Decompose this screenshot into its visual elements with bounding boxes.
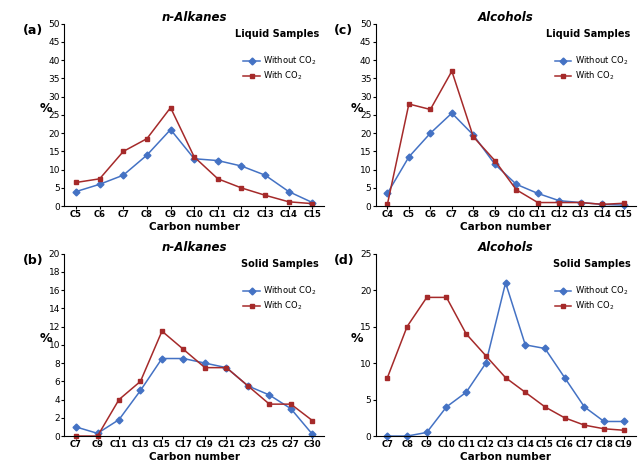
Legend: Without CO$_2$, With CO$_2$: Without CO$_2$, With CO$_2$ <box>551 282 632 316</box>
X-axis label: Carbon number: Carbon number <box>460 222 551 232</box>
Text: Solid Samples: Solid Samples <box>553 259 630 269</box>
Legend: Without CO$_2$, With CO$_2$: Without CO$_2$, With CO$_2$ <box>240 282 320 316</box>
Text: (b): (b) <box>22 254 43 266</box>
Text: (c): (c) <box>334 24 353 36</box>
Text: Solid Samples: Solid Samples <box>241 259 319 269</box>
Text: Liquid Samples: Liquid Samples <box>235 29 319 39</box>
Title: n-Alkanes: n-Alkanes <box>161 241 227 254</box>
Text: Liquid Samples: Liquid Samples <box>546 29 630 39</box>
Text: (d): (d) <box>334 254 354 266</box>
Title: Alcohols: Alcohols <box>478 11 534 24</box>
Legend: Without CO$_2$, With CO$_2$: Without CO$_2$, With CO$_2$ <box>240 52 320 86</box>
Y-axis label: %: % <box>351 102 363 115</box>
X-axis label: Carbon number: Carbon number <box>460 452 551 462</box>
Title: n-Alkanes: n-Alkanes <box>161 11 227 24</box>
Y-axis label: %: % <box>351 332 363 345</box>
Y-axis label: %: % <box>40 102 52 115</box>
X-axis label: Carbon number: Carbon number <box>149 452 239 462</box>
Text: (a): (a) <box>22 24 43 36</box>
Legend: Without CO$_2$, With CO$_2$: Without CO$_2$, With CO$_2$ <box>551 52 632 86</box>
Title: Alcohols: Alcohols <box>478 241 534 254</box>
Y-axis label: %: % <box>40 332 52 345</box>
X-axis label: Carbon number: Carbon number <box>149 222 239 232</box>
